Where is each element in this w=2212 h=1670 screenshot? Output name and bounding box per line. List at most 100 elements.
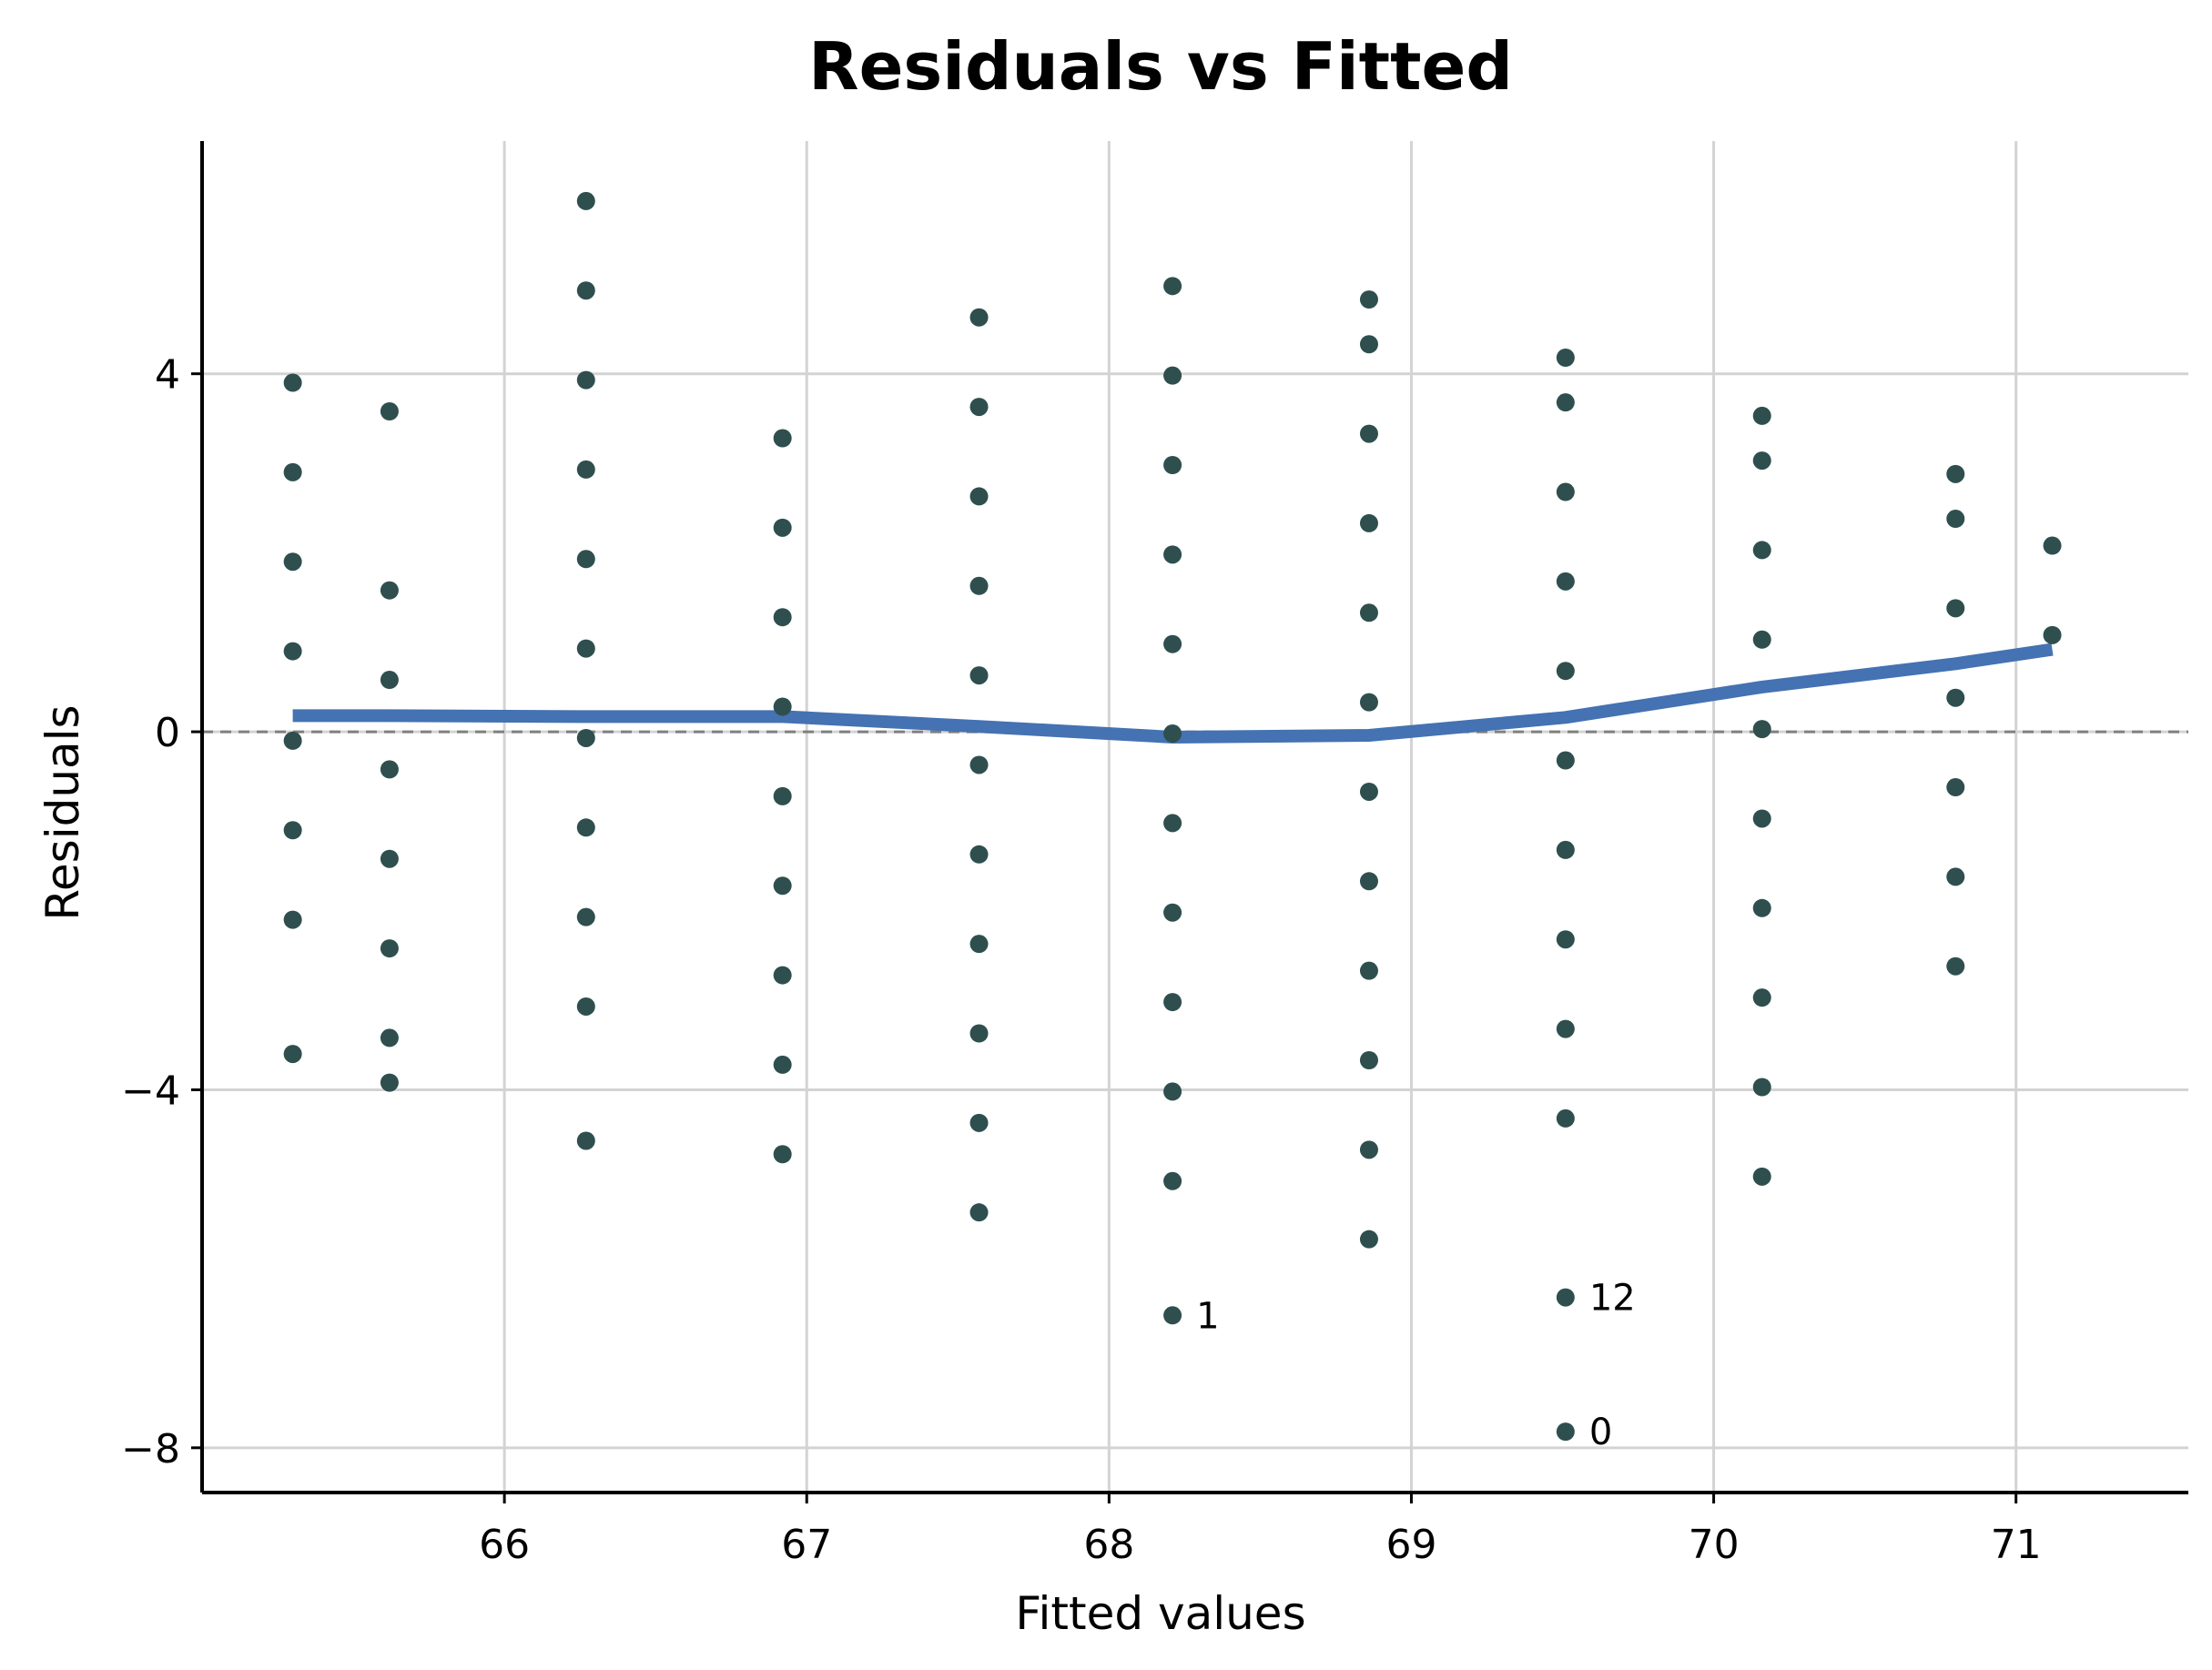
data-point: [969, 755, 989, 774]
data-point: [283, 1045, 302, 1064]
data-point: [1163, 814, 1182, 833]
data-point: [380, 581, 399, 600]
data-point: [1946, 778, 1965, 797]
y-tick-label: 4: [155, 352, 180, 399]
data-point: [380, 939, 399, 958]
data-point: [1359, 603, 1378, 622]
data-point: [1556, 751, 1575, 770]
data-point: [1556, 1019, 1575, 1038]
x-tick-label: 66: [479, 1522, 530, 1568]
data-point: [1556, 840, 1575, 859]
data-point: [1163, 1306, 1182, 1325]
data-point: [1359, 693, 1378, 712]
data-point: [773, 608, 792, 627]
data-point: [969, 666, 989, 685]
point-label: 1: [1196, 1295, 1219, 1337]
data-point: [1163, 903, 1182, 922]
data-point: [1556, 1422, 1575, 1442]
data-point: [1163, 634, 1182, 653]
data-point: [2043, 536, 2062, 555]
data-point: [576, 907, 595, 926]
data-point: [380, 849, 399, 868]
data-point: [969, 1203, 989, 1222]
data-point: [1752, 451, 1771, 471]
x-tick-label: 68: [1083, 1522, 1134, 1568]
data-point: [576, 460, 595, 479]
point-labels: 1 12 0: [1196, 1278, 1636, 1454]
data-point: [1556, 662, 1575, 681]
data-point: [1359, 1140, 1378, 1159]
grid-lines: [202, 141, 2188, 1493]
data-point: [576, 818, 595, 837]
y-tick-label: 0: [155, 710, 180, 756]
chart-title: Residuals vs Fitted: [808, 28, 1513, 105]
data-point: [1359, 335, 1378, 354]
data-point: [1752, 720, 1771, 739]
data-point: [576, 550, 595, 569]
data-point: [1359, 290, 1378, 309]
data-point: [1556, 930, 1575, 949]
data-point: [1556, 393, 1575, 412]
data-point: [1752, 630, 1771, 649]
data-point: [1359, 513, 1378, 532]
data-point: [1163, 456, 1182, 475]
data-point: [1163, 1082, 1182, 1101]
data-point: [1163, 993, 1182, 1012]
data-point: [969, 308, 989, 327]
smooth-line-layer: [292, 643, 2054, 744]
data-point: [1946, 599, 1965, 618]
axes: [200, 141, 2188, 1494]
data-point: [283, 910, 302, 929]
data-point: [1359, 1050, 1378, 1069]
data-point: [380, 1073, 399, 1092]
data-point: [1359, 424, 1378, 443]
data-point: [283, 462, 302, 481]
data-point: [969, 845, 989, 864]
data-point: [1556, 572, 1575, 591]
data-point: [283, 731, 302, 750]
y-tick-label: −4: [121, 1068, 180, 1114]
data-point: [380, 671, 399, 690]
data-point: [576, 370, 595, 390]
data-point: [969, 576, 989, 595]
data-point: [969, 935, 989, 954]
data-point: [2043, 625, 2062, 644]
data-point: [773, 966, 792, 985]
data-point: [576, 191, 595, 210]
data-point: [283, 552, 302, 572]
scatter-points: [283, 191, 2062, 1442]
data-point: [1752, 406, 1771, 425]
data-point: [773, 786, 792, 805]
data-point: [380, 1028, 399, 1048]
data-point: [1163, 1171, 1182, 1190]
x-tick-label: 67: [781, 1522, 832, 1568]
data-point: [1752, 898, 1771, 917]
x-tick-label: 71: [1991, 1522, 2042, 1568]
data-point: [576, 281, 595, 300]
data-point: [576, 1131, 595, 1150]
x-axis-title: Fitted values: [1015, 1587, 1305, 1640]
point-label: 0: [1589, 1412, 1612, 1453]
data-point: [1752, 1167, 1771, 1186]
data-point: [1752, 541, 1771, 560]
data-point: [1946, 464, 1965, 483]
data-point: [969, 398, 989, 417]
data-point: [283, 642, 302, 661]
data-point: [1946, 688, 1965, 707]
y-axis-title: Residuals: [36, 704, 89, 920]
tick-labels: 66 67 68 69 70 71 4 0 −4 −8: [121, 352, 2042, 1568]
data-point: [1946, 510, 1965, 529]
x-tick-label: 69: [1385, 1522, 1436, 1568]
data-point: [773, 1055, 792, 1074]
data-point: [969, 487, 989, 506]
data-point: [1752, 809, 1771, 828]
data-point: [969, 1113, 989, 1132]
data-point: [1556, 482, 1575, 501]
data-point: [773, 429, 792, 448]
data-point: [1359, 872, 1378, 891]
data-point: [773, 518, 792, 537]
smooth-trend-line: [292, 643, 2054, 744]
data-point: [1359, 961, 1378, 980]
data-point: [1359, 1230, 1378, 1249]
